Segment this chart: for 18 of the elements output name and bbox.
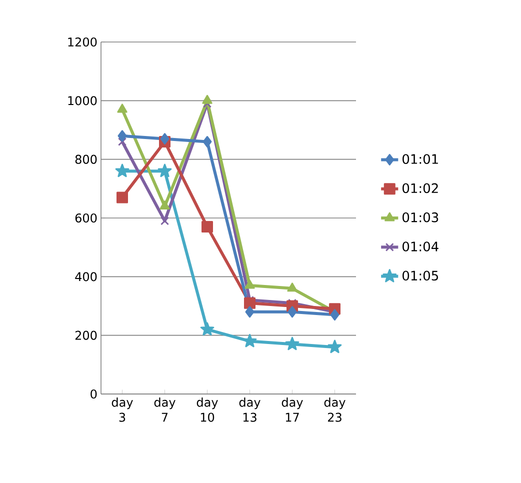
x-tick-label: day 3: [112, 398, 133, 422]
y-tick-label: 0: [90, 389, 97, 399]
y-tick-label: 1000: [68, 96, 97, 106]
legend-label: 01:05: [402, 270, 438, 281]
x-tick-label: day 7: [154, 398, 176, 422]
x-tick-label: day 10: [196, 398, 218, 422]
x-tick-label: day 13: [239, 398, 260, 422]
legend-label: 01:01: [402, 154, 438, 164]
x-tick-label: day 23: [324, 398, 346, 422]
y-tick-label: 800: [75, 154, 97, 164]
y-tick-label: 1200: [68, 37, 97, 47]
legend-label: 01:03: [402, 212, 438, 222]
y-tick-label: 200: [75, 330, 97, 340]
legend-label: 01:02: [402, 183, 438, 194]
legend-label: 01:04: [402, 242, 438, 252]
x-tick-label: day 17: [282, 398, 303, 422]
y-tick-label: 400: [75, 272, 97, 282]
y-tick-label: 600: [75, 213, 97, 223]
